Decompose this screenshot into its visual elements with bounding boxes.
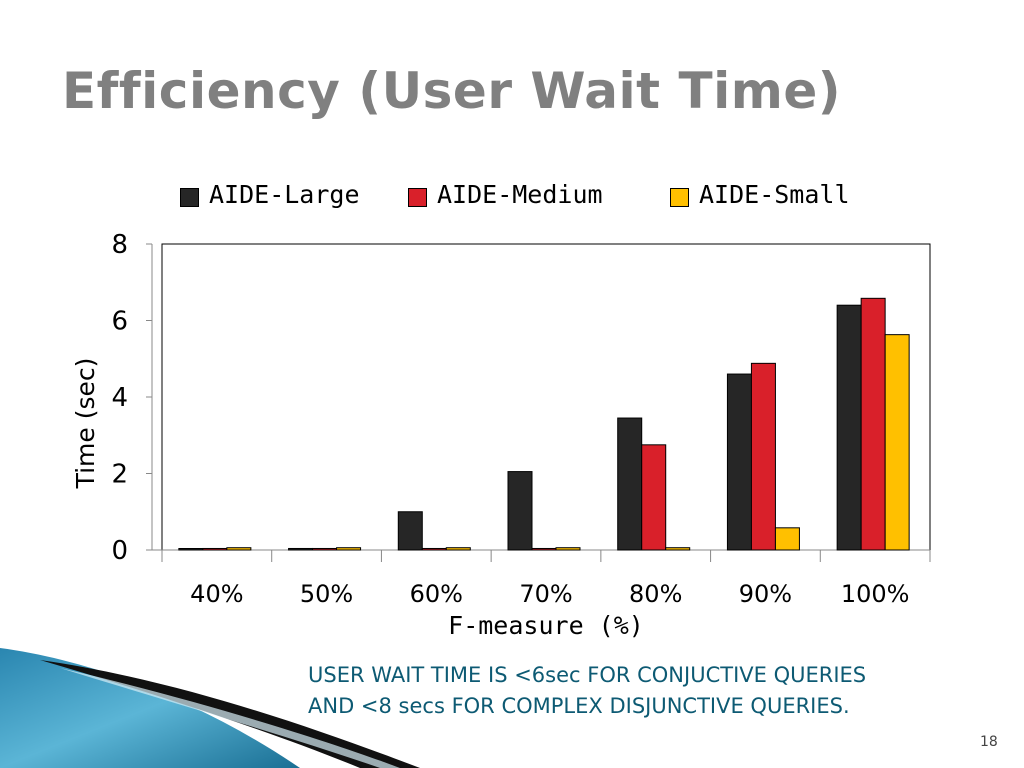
legend-swatch-aide-large — [180, 188, 199, 207]
y-tick-label: 6 — [111, 307, 128, 337]
x-tick-label: 90% — [739, 580, 792, 608]
bar-aide-medium-90pct — [750, 362, 776, 551]
y-tick-label: 0 — [111, 536, 128, 566]
bar-aide-small-70pct — [555, 547, 581, 551]
legend-label-aide-medium: AIDE-Medium — [437, 180, 603, 209]
bar-aide-small-100pct — [884, 334, 910, 551]
legend-swatch-aide-small — [670, 188, 689, 207]
bar-aide-medium-50pct — [312, 547, 338, 551]
legend-item-aide-large: AIDE-Large — [180, 180, 360, 209]
plot-frame — [161, 243, 931, 551]
legend-label-aide-large: AIDE-Large — [209, 180, 360, 209]
bar-aide-medium-100pct — [860, 297, 886, 551]
x-tick-label: 100% — [841, 580, 910, 608]
bar-aide-large-40pct — [178, 548, 204, 551]
slide-title: Efficiency (User Wait Time) — [62, 62, 842, 120]
bar-aide-small-50pct — [336, 547, 362, 551]
x-axis-title: F-measure (%) — [448, 611, 644, 640]
y-axis-title: Time (sec) — [71, 358, 100, 490]
y-tick-label: 2 — [111, 460, 128, 490]
bar-aide-large-60pct — [397, 511, 423, 551]
bar-aide-medium-60pct — [421, 547, 447, 551]
bar-aide-medium-70pct — [531, 547, 557, 551]
bar-aide-small-40pct — [226, 547, 252, 551]
bar-aide-small-80pct — [665, 547, 691, 551]
bar-aide-small-60pct — [445, 547, 471, 551]
bar-aide-large-100pct — [836, 304, 862, 551]
note-line-1: USER WAIT TIME IS <6sec FOR CONJUCTIVE Q… — [308, 663, 867, 687]
y-tick-label: 4 — [111, 383, 128, 413]
bar-aide-large-50pct — [288, 547, 314, 551]
bar-aide-large-70pct — [507, 471, 533, 551]
x-tick-label: 70% — [519, 580, 572, 608]
conclusion-note: USER WAIT TIME IS <6sec FOR CONJUCTIVE Q… — [308, 660, 866, 722]
bar-chart: 0 2 4 6 8 40% 50% 60% 70% 80% 90% 100% F-measure (%)… — [71, 230, 931, 640]
bar-aide-medium-40pct — [202, 547, 228, 551]
bar-aide-large-80pct — [617, 417, 643, 551]
note-line-2: AND <8 secs FOR COMPLEX DISJUNCTIVE QUER… — [308, 694, 850, 718]
bar-aide-medium-80pct — [641, 444, 667, 551]
page-number: 18 — [980, 734, 998, 750]
legend-label-aide-small: AIDE-Small — [699, 180, 850, 209]
y-tick-label: 8 — [111, 230, 128, 260]
legend-item-aide-small: AIDE-Small — [670, 180, 850, 209]
x-tick-label: 50% — [300, 580, 353, 608]
legend-swatch-aide-medium — [408, 188, 427, 207]
x-tick-label: 80% — [629, 580, 682, 608]
bar-aide-small-90pct — [774, 527, 800, 551]
chart-legend: AIDE-Large AIDE-Medium AIDE-Small — [0, 180, 1024, 212]
x-tick-label: 40% — [190, 580, 243, 608]
bar-aide-large-90pct — [726, 373, 752, 551]
x-tick-label: 60% — [410, 580, 463, 608]
legend-item-aide-medium: AIDE-Medium — [408, 180, 603, 209]
